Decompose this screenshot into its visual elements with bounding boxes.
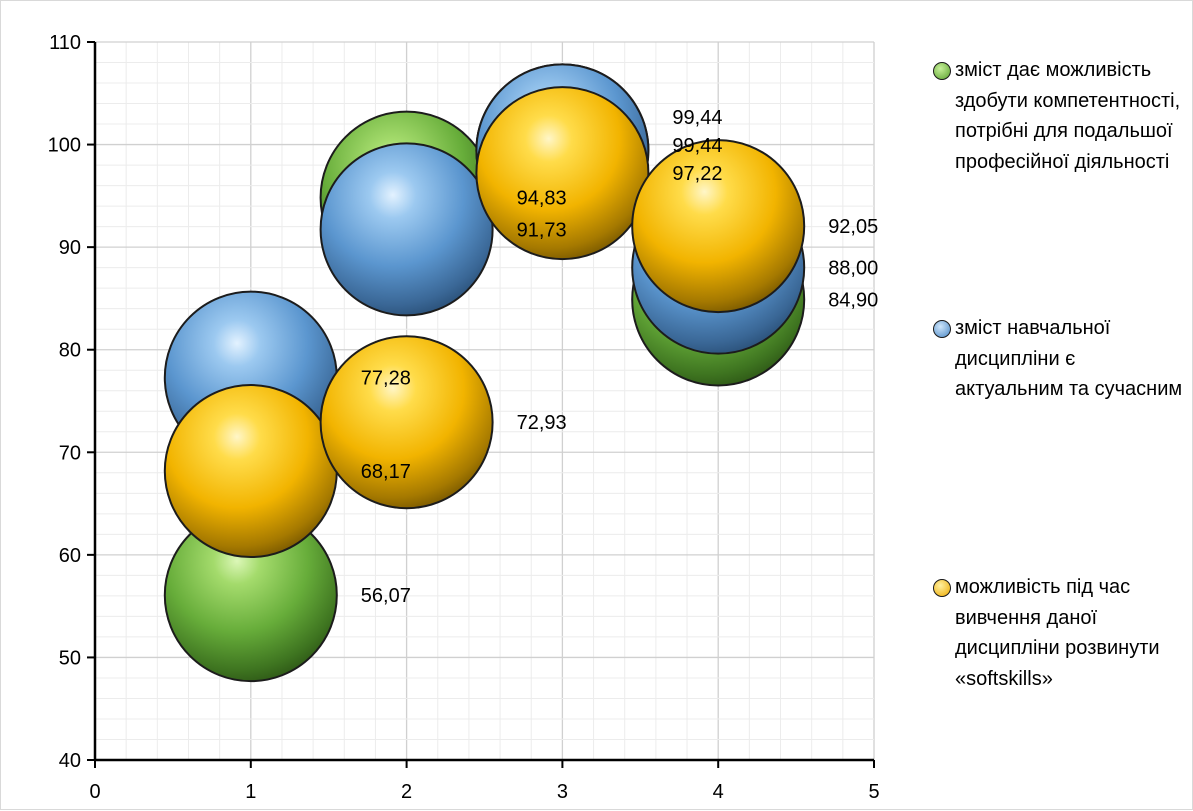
data-label-blue: 77,28 xyxy=(361,368,411,390)
data-label-yellow: 72,93 xyxy=(517,412,567,434)
legend-label-series-3: можливість під час вивчення даної дисцип… xyxy=(955,576,1160,690)
y-tick-label: 100 xyxy=(48,135,81,157)
y-tick-label: 70 xyxy=(59,442,81,464)
data-labels: 56,07 68,17 77,28 72,93 91,73 94,83 97,22 99,44… xyxy=(361,107,878,607)
legend-marker-blue xyxy=(933,320,951,338)
legend-marker-yellow xyxy=(933,579,951,597)
axes: 40 50 60 70 80 90 100 110 0 1 2 3 4 5 xyxy=(48,32,880,803)
data-label-yellow: 68,17 xyxy=(361,461,411,483)
bubble-yellow xyxy=(319,335,494,510)
data-label-yellow: 92,05 xyxy=(828,216,878,238)
data-label-green: 84,90 xyxy=(828,289,878,311)
data-label-blue: 91,73 xyxy=(517,219,567,241)
y-tick-label: 110 xyxy=(49,32,81,54)
y-tick-label: 40 xyxy=(59,750,81,772)
x-tick-label: 5 xyxy=(868,781,879,803)
legend-label-series-1: зміст дає можливість здобути компетентно… xyxy=(955,59,1181,173)
legend-marker-green xyxy=(933,62,951,80)
data-label-blue: 99,44 xyxy=(672,107,722,129)
y-tick-label: 90 xyxy=(59,237,81,259)
x-tick-label: 3 xyxy=(557,781,568,803)
y-tick-label: 60 xyxy=(59,545,81,567)
data-label-green: 56,07 xyxy=(361,585,411,607)
x-tick-label: 4 xyxy=(713,781,724,803)
data-label-yellow: 97,22 xyxy=(672,163,722,185)
bubble-yellow xyxy=(163,384,338,559)
bubbles xyxy=(163,63,806,683)
data-label-green: 99,44 xyxy=(672,135,722,157)
legend-item-series-1: зміст дає можливість здобути компетентно… xyxy=(933,59,1187,177)
bubble-yellow xyxy=(475,86,650,261)
y-tick-label: 80 xyxy=(59,340,81,362)
bubble-yellow xyxy=(631,139,806,314)
legend-item-series-2: зміст навчальної дисципліни є актуальним… xyxy=(933,317,1187,405)
legend-item-series-3: можливість під час вивчення даної дисцип… xyxy=(933,576,1187,694)
bubble-blue xyxy=(319,142,494,317)
x-tick-label: 0 xyxy=(89,781,100,803)
legend-label-series-2: зміст навчальної дисципліни є актуальним… xyxy=(955,317,1183,400)
y-tick-label: 50 xyxy=(59,647,81,669)
data-label-green: 94,83 xyxy=(517,188,567,210)
x-tick-label: 2 xyxy=(401,781,412,803)
x-tick-label: 1 xyxy=(245,781,256,803)
data-label-blue: 88,00 xyxy=(828,258,878,280)
